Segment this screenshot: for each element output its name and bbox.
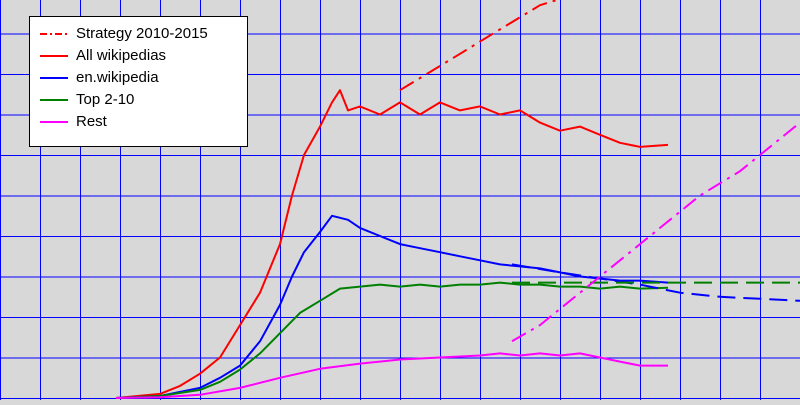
- legend-label-strategy: Strategy 2010-2015: [76, 25, 208, 42]
- series-line-top-2-10: [115, 281, 669, 399]
- legend-item-strategy: Strategy 2010-2015: [30, 23, 247, 45]
- series-line-rest: [115, 352, 668, 399]
- series-line-en-wikipedia: [115, 214, 669, 399]
- legend-label-top-2-10: Top 2-10: [76, 91, 135, 108]
- legend-swatch-top-2-10: [40, 99, 68, 101]
- legend-label-all-wikipedias: All wikipedias: [76, 47, 167, 64]
- legend-item-top-2-10: Top 2-10: [30, 89, 247, 111]
- series-group: [115, 0, 800, 399]
- legend-item-en-wikipedia: en.wikipedia: [30, 67, 247, 89]
- legend: Strategy 2010-2015 All wikipedias en.wik…: [29, 16, 248, 147]
- series-line-projection-5: [511, 263, 800, 302]
- series-line-projection-7: [511, 121, 800, 343]
- legend-swatch-all-wikipedias: [40, 55, 68, 57]
- legend-item-all-wikipedias: All wikipedias: [30, 45, 247, 67]
- legend-swatch-rest: [40, 121, 68, 123]
- legend-swatch-en-wikipedia: [40, 77, 68, 79]
- legend-item-rest: Rest: [30, 111, 247, 133]
- legend-label-en-wikipedia: en.wikipedia: [76, 69, 159, 86]
- series-line-all-wikipedias: [115, 89, 669, 399]
- series-line-strategy-2010-2015: [399, 0, 561, 92]
- legend-swatch-strategy: [40, 33, 68, 35]
- legend-label-rest: Rest: [76, 113, 107, 130]
